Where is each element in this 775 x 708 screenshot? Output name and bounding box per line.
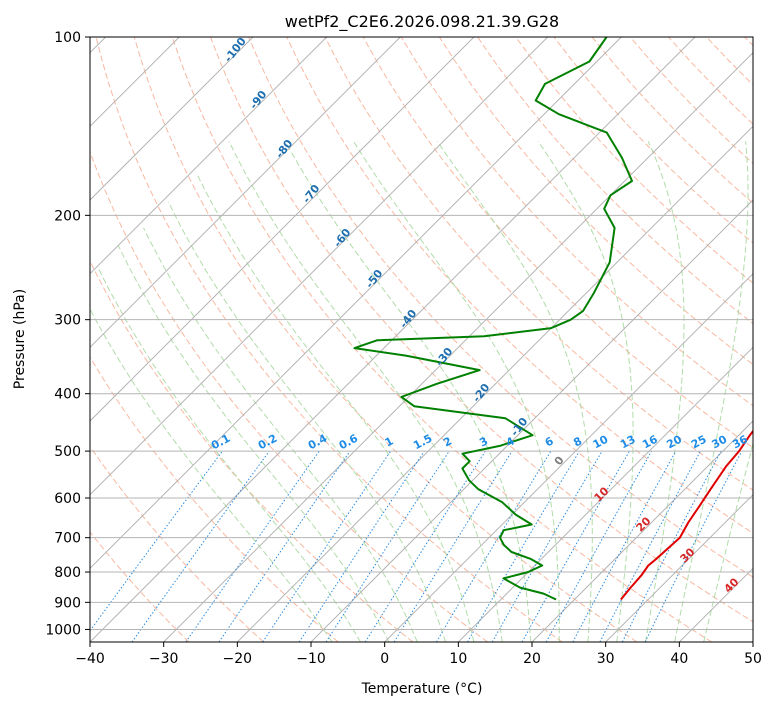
x-tick-label: −30 [149,651,179,667]
mixing-ratio-label: 30 [710,433,730,452]
x-axis-label: Temperature (°C) [361,681,483,697]
moist-adiabat-line [90,308,333,642]
isotherm-line [605,493,753,642]
mixing-ratio-line [90,450,223,632]
x-tick-label: 50 [744,651,762,667]
mixing-ratio-line [545,450,653,642]
isotherm-line [90,37,254,201]
y-tick-label: 300 [54,313,81,329]
x-tick-label: −40 [75,651,105,667]
y-tick-label: 600 [54,491,81,507]
isotherm-line [90,37,475,422]
mixing-ratio-line [644,450,743,642]
mixing-ratio-label: 13 [618,433,638,452]
dewpoint-line [353,37,633,601]
dry-adiabat-line [90,150,488,642]
x-tick-label: 0 [380,651,389,667]
y-tick-label: 200 [54,208,81,224]
isotherm-line [163,51,753,642]
mixing-ratio-line [185,450,320,642]
dry-adiabat-line [95,37,563,642]
mixing-ratio-label: 10 [591,433,611,452]
x-tick-label: 20 [523,651,541,667]
mixing-ratio-label: 36 [730,433,750,452]
mixing-ratio-label: 25 [689,433,709,452]
mixing-ratio-line [298,450,425,642]
y-axis-label: Pressure (hPa) [12,289,28,389]
mixing-ratio-line [262,450,392,642]
mixing-ratio-line [325,450,450,642]
isotherm-line [236,125,753,642]
isotherm-line [90,37,549,496]
y-tick-label: 1000 [45,622,81,638]
x-tick-label: −10 [296,651,326,667]
y-tick-label: 100 [54,30,81,46]
mixing-ratio-label: 16 [640,433,660,452]
isotherm-line [531,420,753,642]
dry-adiabat-line [133,37,638,642]
moist-adiabat-line [143,227,418,642]
x-tick-label: 10 [449,651,467,667]
mixing-ratio-line [364,450,486,642]
isotherm-line [310,199,753,642]
isotherm-line [90,37,401,349]
x-tick-label: 30 [597,651,615,667]
y-tick-label: 900 [54,595,81,611]
dry-adiabat-line [90,531,190,642]
dry-adiabat-line [438,37,753,366]
mixing-ratio-line [572,450,677,642]
moist-adiabat-line [97,267,362,642]
y-tick-label: 700 [54,531,81,547]
mixing-ratio-label: 20 [664,433,684,452]
mixing-ratio-line [621,450,722,642]
x-tick-label: 40 [670,651,688,667]
moist-adiabat-line [117,245,390,642]
moist-adiabat-line [168,201,447,642]
moist-adiabat-line [196,173,475,642]
chart-title: wetPf2_C2E6.2026.098.21.39.G28 [285,12,559,32]
dry-adiabat-line [248,37,753,578]
dry-adiabat-line [515,37,753,284]
temperature-line [620,429,753,601]
dry-adiabat-line [210,37,753,623]
x-tick-label: −20 [223,651,253,667]
plot-frame [89,36,754,643]
y-tick-label: 500 [54,444,81,460]
axis-ticks: −40 −30 −20 −10 0 10 20 30 40 50 100 200 300 400 500 60… [45,30,762,667]
y-tick-label: 400 [54,387,81,403]
mixing-ratio-line [131,450,270,642]
profile-lines [353,37,753,601]
y-tick-label: 800 [54,565,81,581]
isotherm-line [457,346,753,642]
mixing-ratio-line [521,450,630,642]
isotherm-line [384,272,753,642]
isotherm-line [90,37,328,275]
mixing-ratio-line [218,450,351,642]
mixing-ratio-line [393,450,513,642]
mixing-ratio-line [599,450,701,642]
isotherm-line [90,37,622,570]
dry-adiabat-line [90,445,264,642]
mixing-ratio-line [435,450,552,642]
